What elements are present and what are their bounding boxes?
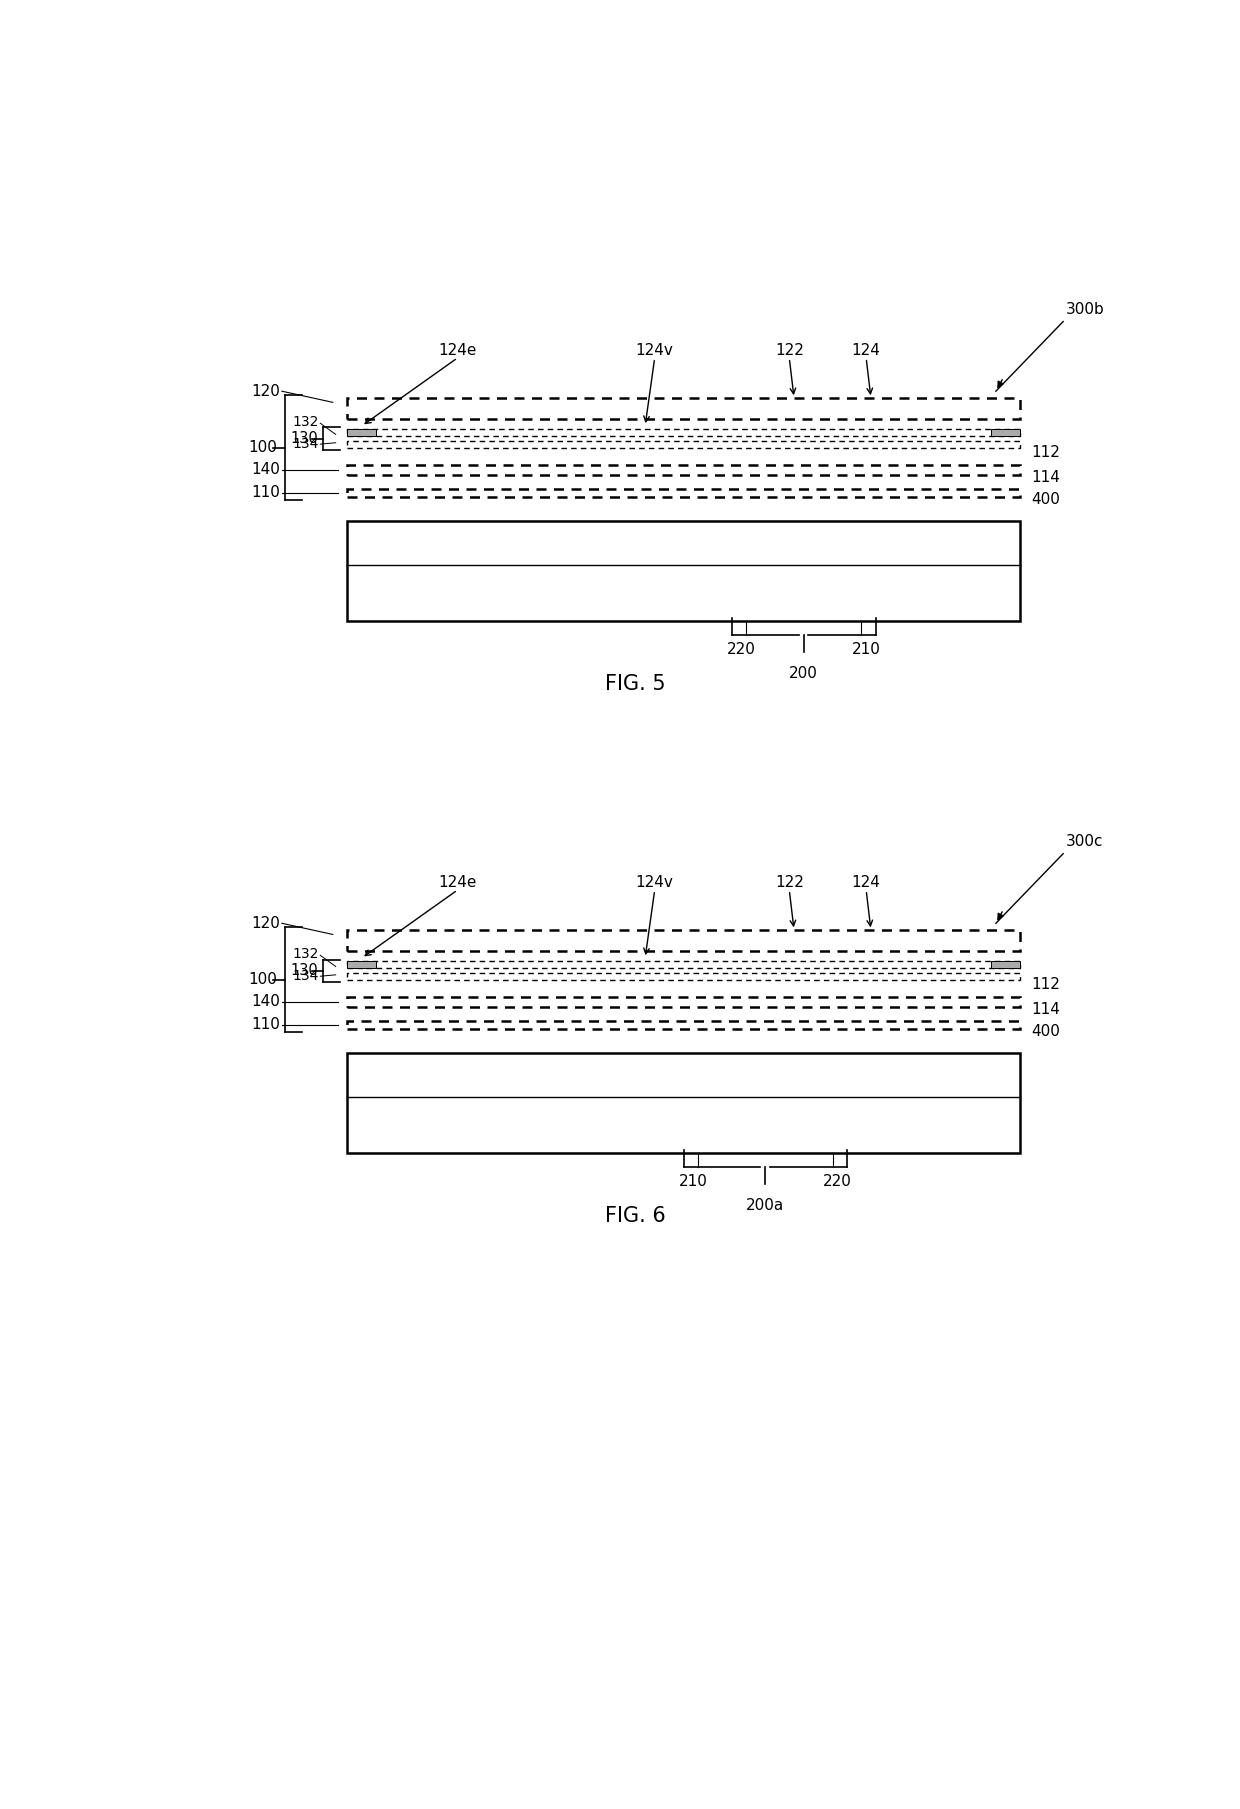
Text: 400: 400: [1032, 492, 1060, 507]
Text: FIG. 5: FIG. 5: [605, 673, 666, 693]
Text: 120: 120: [250, 915, 280, 932]
Bar: [347, 961, 376, 968]
Bar: [991, 429, 1021, 436]
Text: 124e: 124e: [439, 876, 477, 890]
Bar: [347, 1053, 1019, 1152]
Text: FIG. 6: FIG. 6: [605, 1207, 666, 1227]
Text: 210: 210: [852, 642, 880, 657]
Text: 124e: 124e: [439, 342, 477, 358]
Text: 130: 130: [290, 431, 319, 447]
Text: 210: 210: [678, 1174, 708, 1189]
Bar: [347, 961, 1019, 968]
Text: 220: 220: [823, 1174, 852, 1189]
Text: 140: 140: [250, 995, 280, 1009]
Text: 100: 100: [248, 440, 277, 456]
Bar: [347, 1020, 1019, 1029]
Text: 200: 200: [789, 666, 818, 680]
Bar: [347, 465, 1019, 474]
Bar: [991, 961, 1021, 968]
Bar: [347, 441, 1019, 449]
Bar: [347, 488, 1019, 497]
Text: 130: 130: [290, 962, 319, 979]
Text: 200a: 200a: [746, 1198, 785, 1212]
Bar: [347, 429, 376, 436]
Text: 100: 100: [248, 971, 277, 988]
Text: 124v: 124v: [636, 876, 673, 890]
Bar: [347, 398, 1019, 420]
Text: 114: 114: [1032, 470, 1060, 485]
Text: 220: 220: [727, 642, 755, 657]
Text: 110: 110: [250, 485, 280, 501]
Text: 140: 140: [250, 463, 280, 478]
Text: 124: 124: [852, 342, 880, 358]
Text: 132: 132: [291, 946, 319, 961]
Text: 124v: 124v: [636, 342, 673, 358]
Bar: [347, 521, 1019, 620]
Text: 120: 120: [250, 384, 280, 398]
Text: 114: 114: [1032, 1002, 1060, 1017]
Text: 134: 134: [291, 970, 319, 984]
Text: 110: 110: [250, 1017, 280, 1033]
Text: 300b: 300b: [1066, 302, 1105, 317]
Text: 400: 400: [1032, 1024, 1060, 1040]
Text: 134: 134: [291, 438, 319, 450]
Bar: [347, 973, 1019, 980]
Text: 112: 112: [1032, 445, 1060, 459]
Bar: [347, 930, 1019, 952]
Text: 122: 122: [775, 342, 804, 358]
Bar: [347, 429, 1019, 436]
Text: 300c: 300c: [1066, 834, 1104, 850]
Bar: [347, 997, 1019, 1008]
Text: 124: 124: [852, 876, 880, 890]
Text: 112: 112: [1032, 977, 1060, 991]
Text: 122: 122: [775, 876, 804, 890]
Text: 132: 132: [291, 414, 319, 429]
